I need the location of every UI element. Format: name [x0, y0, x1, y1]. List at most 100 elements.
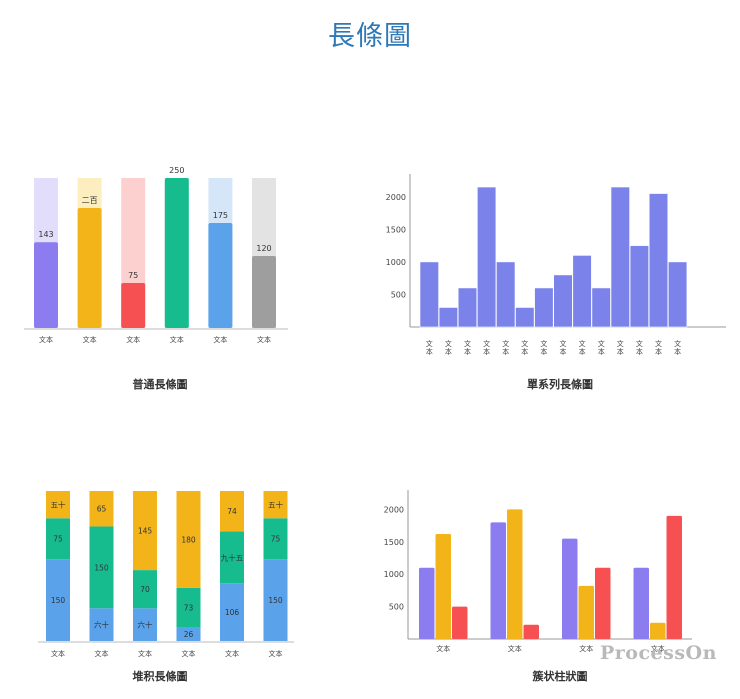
bar: [595, 567, 611, 639]
bar: [534, 287, 554, 328]
segment-value-label: 九十五: [221, 552, 244, 562]
y-tick-label: 500: [391, 290, 406, 299]
x-tick-label: 文本: [598, 339, 605, 356]
bar: [650, 622, 666, 639]
segment-value-label: 73: [184, 603, 194, 612]
x-tick-label: 文本: [213, 335, 227, 344]
bar: [667, 261, 688, 328]
processon-watermark: ProcessOn: [600, 642, 717, 664]
y-tick-label: 2000: [384, 505, 404, 514]
bar: [452, 606, 468, 639]
segment-value-label: 145: [138, 527, 153, 536]
stacked-bar-chart-caption: 堆积長條圖: [132, 670, 188, 683]
stacked-segment: [89, 526, 114, 609]
bar: [515, 307, 535, 328]
bar: [208, 223, 233, 328]
stacked-segment: [176, 587, 201, 628]
y-tick-label: 1000: [386, 258, 406, 267]
stacked-segment: [220, 491, 244, 532]
segment-value-label: 六十: [138, 620, 153, 630]
y-tick-label: 1000: [384, 570, 404, 579]
stacked-segment: [133, 570, 157, 609]
y-tick-label: 500: [389, 603, 404, 612]
stacked-segment: [220, 531, 244, 584]
x-tick-label: 文本: [426, 339, 433, 356]
segment-value-label: 106: [225, 608, 240, 617]
segment-value-label: 五十: [268, 500, 283, 510]
bar: [553, 274, 573, 328]
x-tick-label: 文本: [579, 644, 593, 653]
bar: [610, 186, 630, 328]
x-tick-label: 文本: [436, 644, 450, 653]
y-tick-label: 1500: [386, 225, 406, 234]
stacked-segment: [46, 559, 70, 641]
x-tick-label: 文本: [617, 339, 624, 356]
x-tick-label: 文本: [39, 335, 53, 344]
x-tick-label: 文本: [445, 339, 452, 356]
page-title: 長條圖: [328, 21, 412, 52]
x-tick-label: 文本: [674, 339, 681, 356]
x-tick-label: 文本: [464, 339, 471, 356]
single-series-chart-caption: 單系列長條圖: [527, 378, 593, 391]
y-tick-label: 2000: [386, 193, 406, 202]
x-tick-label: 文本: [51, 649, 65, 658]
bar: [572, 255, 592, 328]
x-tick-label: 文本: [225, 649, 239, 658]
x-tick-label: 文本: [521, 339, 528, 356]
stacked-segment: [263, 559, 288, 641]
bar: [490, 522, 506, 639]
bar: [121, 283, 146, 328]
simple-bar-chart-caption: 普通長條圖: [132, 378, 188, 391]
bar: [77, 208, 102, 328]
bar: [578, 585, 594, 639]
bar: [457, 287, 478, 328]
stacked-segment: [46, 518, 70, 560]
x-tick-label: 文本: [483, 339, 490, 356]
clustered-column-chart-caption: 簇状柱狀圖: [532, 670, 588, 683]
bar-value-label: 250: [169, 166, 184, 175]
bar-value-label: 143: [38, 230, 53, 239]
segment-value-label: 150: [94, 563, 109, 572]
bar: [591, 287, 611, 328]
stacked-segment: [46, 491, 70, 519]
x-tick-label: 文本: [651, 644, 665, 653]
stacked-segment: [220, 583, 244, 641]
segment-value-label: 65: [97, 505, 107, 514]
bar: [562, 538, 578, 639]
segment-value-label: 六十: [94, 620, 109, 630]
bar: [419, 261, 439, 328]
segment-value-label: 180: [181, 535, 196, 544]
stacked-segment: [133, 608, 157, 641]
bar: [164, 178, 189, 328]
bar-value-label: 二百: [82, 196, 98, 205]
stacked-segment: [89, 491, 114, 527]
segment-value-label: 150: [268, 596, 283, 605]
x-tick-label: 文本: [508, 644, 522, 653]
bar-value-label: 75: [128, 271, 138, 280]
x-tick-label: 文本: [579, 339, 586, 356]
x-tick-label: 文本: [540, 339, 547, 356]
bar: [633, 567, 649, 639]
bar: [629, 245, 649, 328]
bar: [666, 515, 682, 639]
segment-value-label: 75: [53, 535, 63, 544]
bar: [419, 567, 435, 639]
x-tick-label: 文本: [502, 339, 509, 356]
stacked-segment: [89, 608, 114, 641]
x-tick-label: 文本: [126, 335, 140, 344]
x-tick-label: 文本: [182, 649, 196, 658]
bar: [435, 534, 451, 639]
segment-value-label: 75: [271, 535, 281, 544]
x-tick-label: 文本: [83, 335, 97, 344]
x-tick-label: 文本: [170, 335, 184, 344]
bar: [648, 193, 669, 328]
segment-value-label: 150: [51, 596, 66, 605]
